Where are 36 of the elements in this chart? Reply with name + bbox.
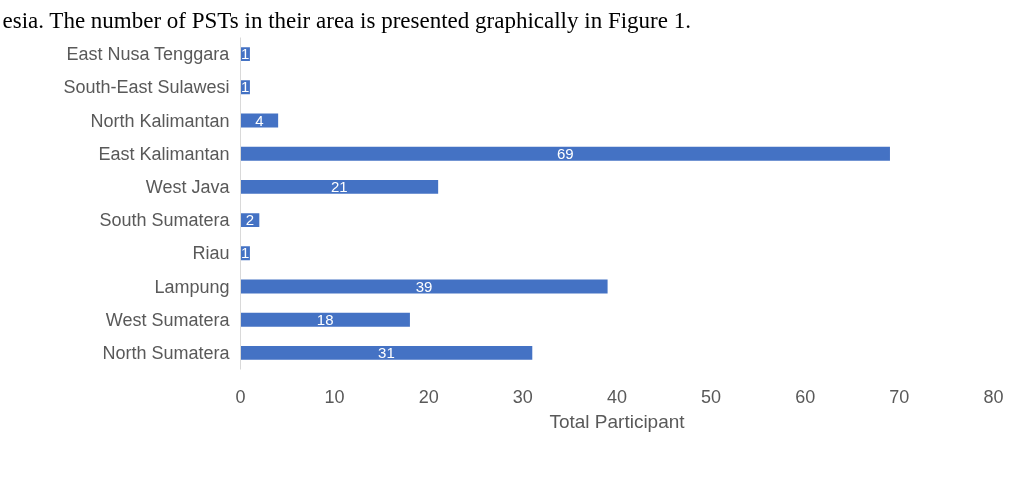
bar xyxy=(240,312,410,327)
data-label: 18 xyxy=(316,310,334,328)
bar xyxy=(240,345,533,360)
data-label: 31 xyxy=(378,343,395,361)
bar xyxy=(240,146,890,161)
data-label: 1 xyxy=(241,45,250,63)
x-tick-label: 70 xyxy=(889,386,910,407)
x-tick-label: 50 xyxy=(701,386,722,407)
y-tick-label: Lampung xyxy=(154,276,230,297)
x-tick-label: 30 xyxy=(512,386,533,407)
data-label: 1 xyxy=(241,244,250,262)
y-tick-label: East Nusa Tenggara xyxy=(66,44,231,65)
x-tick-label: 0 xyxy=(235,386,246,407)
y-tick-label: East Kalimantan xyxy=(98,143,230,164)
x-tick-label: 80 xyxy=(983,386,1004,407)
y-tick-label: South Sumatera xyxy=(99,210,231,231)
text: esia. The number of PSTs in their area is presented graphically in Figure 1. xyxy=(2,7,691,33)
y-tick-label: Riau xyxy=(192,243,230,264)
data-label: 2 xyxy=(245,211,255,229)
x-tick-label: 20 xyxy=(418,386,439,407)
bar xyxy=(240,279,608,294)
data-label: 69 xyxy=(556,144,574,162)
y-tick-label: West Java xyxy=(145,176,231,197)
y-tick-label: West Sumatera xyxy=(105,309,231,330)
x-tick-label: 40 xyxy=(606,386,628,407)
data-label: 1 xyxy=(241,78,250,96)
x-tick-label: 10 xyxy=(324,386,345,407)
data-label: 39 xyxy=(415,277,433,295)
bar xyxy=(240,179,439,194)
data-label: 4 xyxy=(255,111,264,129)
y-tick-label: North Kalimantan xyxy=(90,110,230,131)
data-label: 21 xyxy=(330,177,348,195)
y-tick-label: South-East Sulawesi xyxy=(63,77,230,98)
x-tick-label: 60 xyxy=(795,386,816,407)
x-axis-title: Total Participant xyxy=(549,410,686,432)
y-tick-label: North Sumatera xyxy=(102,342,231,363)
